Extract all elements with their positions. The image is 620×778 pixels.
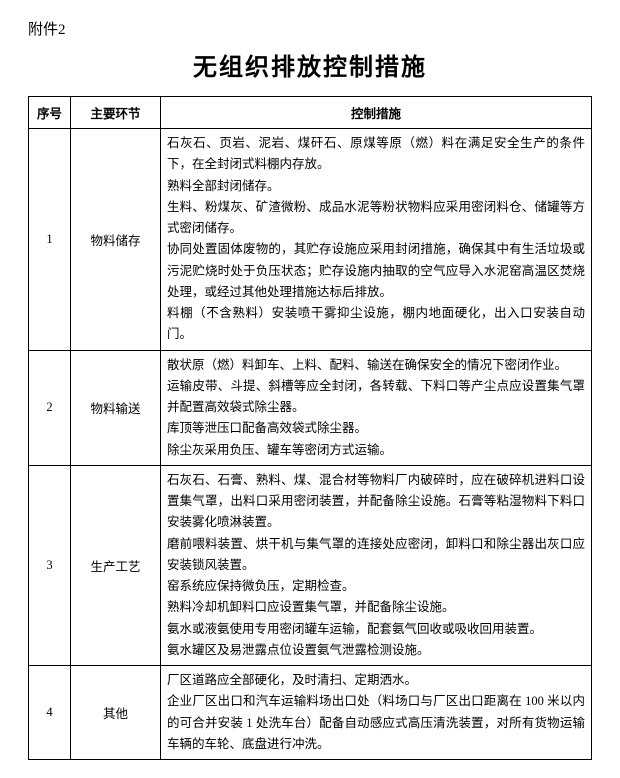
cell-stage: 物料输送 [71,350,161,465]
measure-paragraph: 氨水或液氨使用专用密闭罐车运输，配套氨气回收或吸收回用装置。 [167,619,585,640]
cell-stage: 其他 [71,666,161,760]
col-seq: 序号 [29,97,71,129]
measure-paragraph: 石灰石、页岩、泥岩、煤矸石、原煤等原（燃）料在满足安全生产的条件下，在全封闭式料… [167,133,585,176]
measure-paragraph: 企业厂区出口和汽车运输料场出口处（料场口与厂区出口距离在 100 米以内的可合并… [167,691,585,755]
cell-seq: 3 [29,465,71,665]
table-row: 4其他厂区道路应全部硬化，及时清扫、定期洒水。企业厂区出口和汽车运输料场出口处（… [29,666,592,760]
cell-measure: 厂区道路应全部硬化，及时清扫、定期洒水。企业厂区出口和汽车运输料场出口处（料场口… [161,666,592,760]
measure-paragraph: 料棚（不含熟料）安装喷干雾抑尘设施，棚内地面硬化，出入口安装自动门。 [167,303,585,346]
measure-paragraph: 除尘灰采用负压、罐车等密闭方式运输。 [167,440,585,461]
measure-paragraph: 石灰石、石膏、熟料、煤、混合材等物料厂内破碎时，应在破碎机进料口设置集气罩，出料… [167,470,585,534]
attachment-label: 附件2 [28,18,592,39]
page-title: 无组织排放控制措施 [28,47,592,82]
measure-paragraph: 生料、粉煤灰、矿渣微粉、成品水泥等粉状物料应采用密闭料仓、储罐等方式密闭储存。 [167,197,585,240]
col-measure: 控制措施 [161,97,592,129]
measure-paragraph: 氨水罐区及易泄露点位设置氨气泄露检测设施。 [167,640,585,661]
col-stage: 主要环节 [71,97,161,129]
cell-seq: 1 [29,129,71,351]
cell-stage: 物料储存 [71,129,161,351]
measure-paragraph: 窑系统应保持微负压，定期检查。 [167,576,585,597]
measures-table: 序号 主要环节 控制措施 1物料储存石灰石、页岩、泥岩、煤矸石、原煤等原（燃）料… [28,96,592,760]
measure-paragraph: 运输皮带、斗提、斜槽等应全封闭，各转载、下料口等产尘点应设置集气罩并配置高效袋式… [167,376,585,419]
table-row: 3生产工艺石灰石、石膏、熟料、煤、混合材等物料厂内破碎时，应在破碎机进料口设置集… [29,465,592,665]
cell-seq: 2 [29,350,71,465]
cell-measure: 散状原（燃）料卸车、上料、配料、输送在确保安全的情况下密闭作业。运输皮带、斗提、… [161,350,592,465]
cell-measure: 石灰石、页岩、泥岩、煤矸石、原煤等原（燃）料在满足安全生产的条件下，在全封闭式料… [161,129,592,351]
cell-stage: 生产工艺 [71,465,161,665]
table-header-row: 序号 主要环节 控制措施 [29,97,592,129]
measure-paragraph: 熟料冷却机卸料口应设置集气罩，并配备除尘设施。 [167,597,585,618]
measure-paragraph: 磨前喂料装置、烘干机与集气罩的连接处应密闭，卸料口和除尘器出灰口应安装锁风装置。 [167,534,585,577]
measure-paragraph: 熟料全部封闭储存。 [167,176,585,197]
cell-seq: 4 [29,666,71,760]
measure-paragraph: 协同处置固体废物的，其贮存设施应采用封闭措施，确保其中有生活垃圾或污泥贮烧时处于… [167,239,585,303]
measure-paragraph: 库顶等泄压口配备高效袋式除尘器。 [167,418,585,439]
table-row: 2物料输送散状原（燃）料卸车、上料、配料、输送在确保安全的情况下密闭作业。运输皮… [29,350,592,465]
measure-paragraph: 厂区道路应全部硬化，及时清扫、定期洒水。 [167,670,585,691]
cell-measure: 石灰石、石膏、熟料、煤、混合材等物料厂内破碎时，应在破碎机进料口设置集气罩，出料… [161,465,592,665]
measure-paragraph: 散状原（燃）料卸车、上料、配料、输送在确保安全的情况下密闭作业。 [167,355,585,376]
table-row: 1物料储存石灰石、页岩、泥岩、煤矸石、原煤等原（燃）料在满足安全生产的条件下，在… [29,129,592,351]
